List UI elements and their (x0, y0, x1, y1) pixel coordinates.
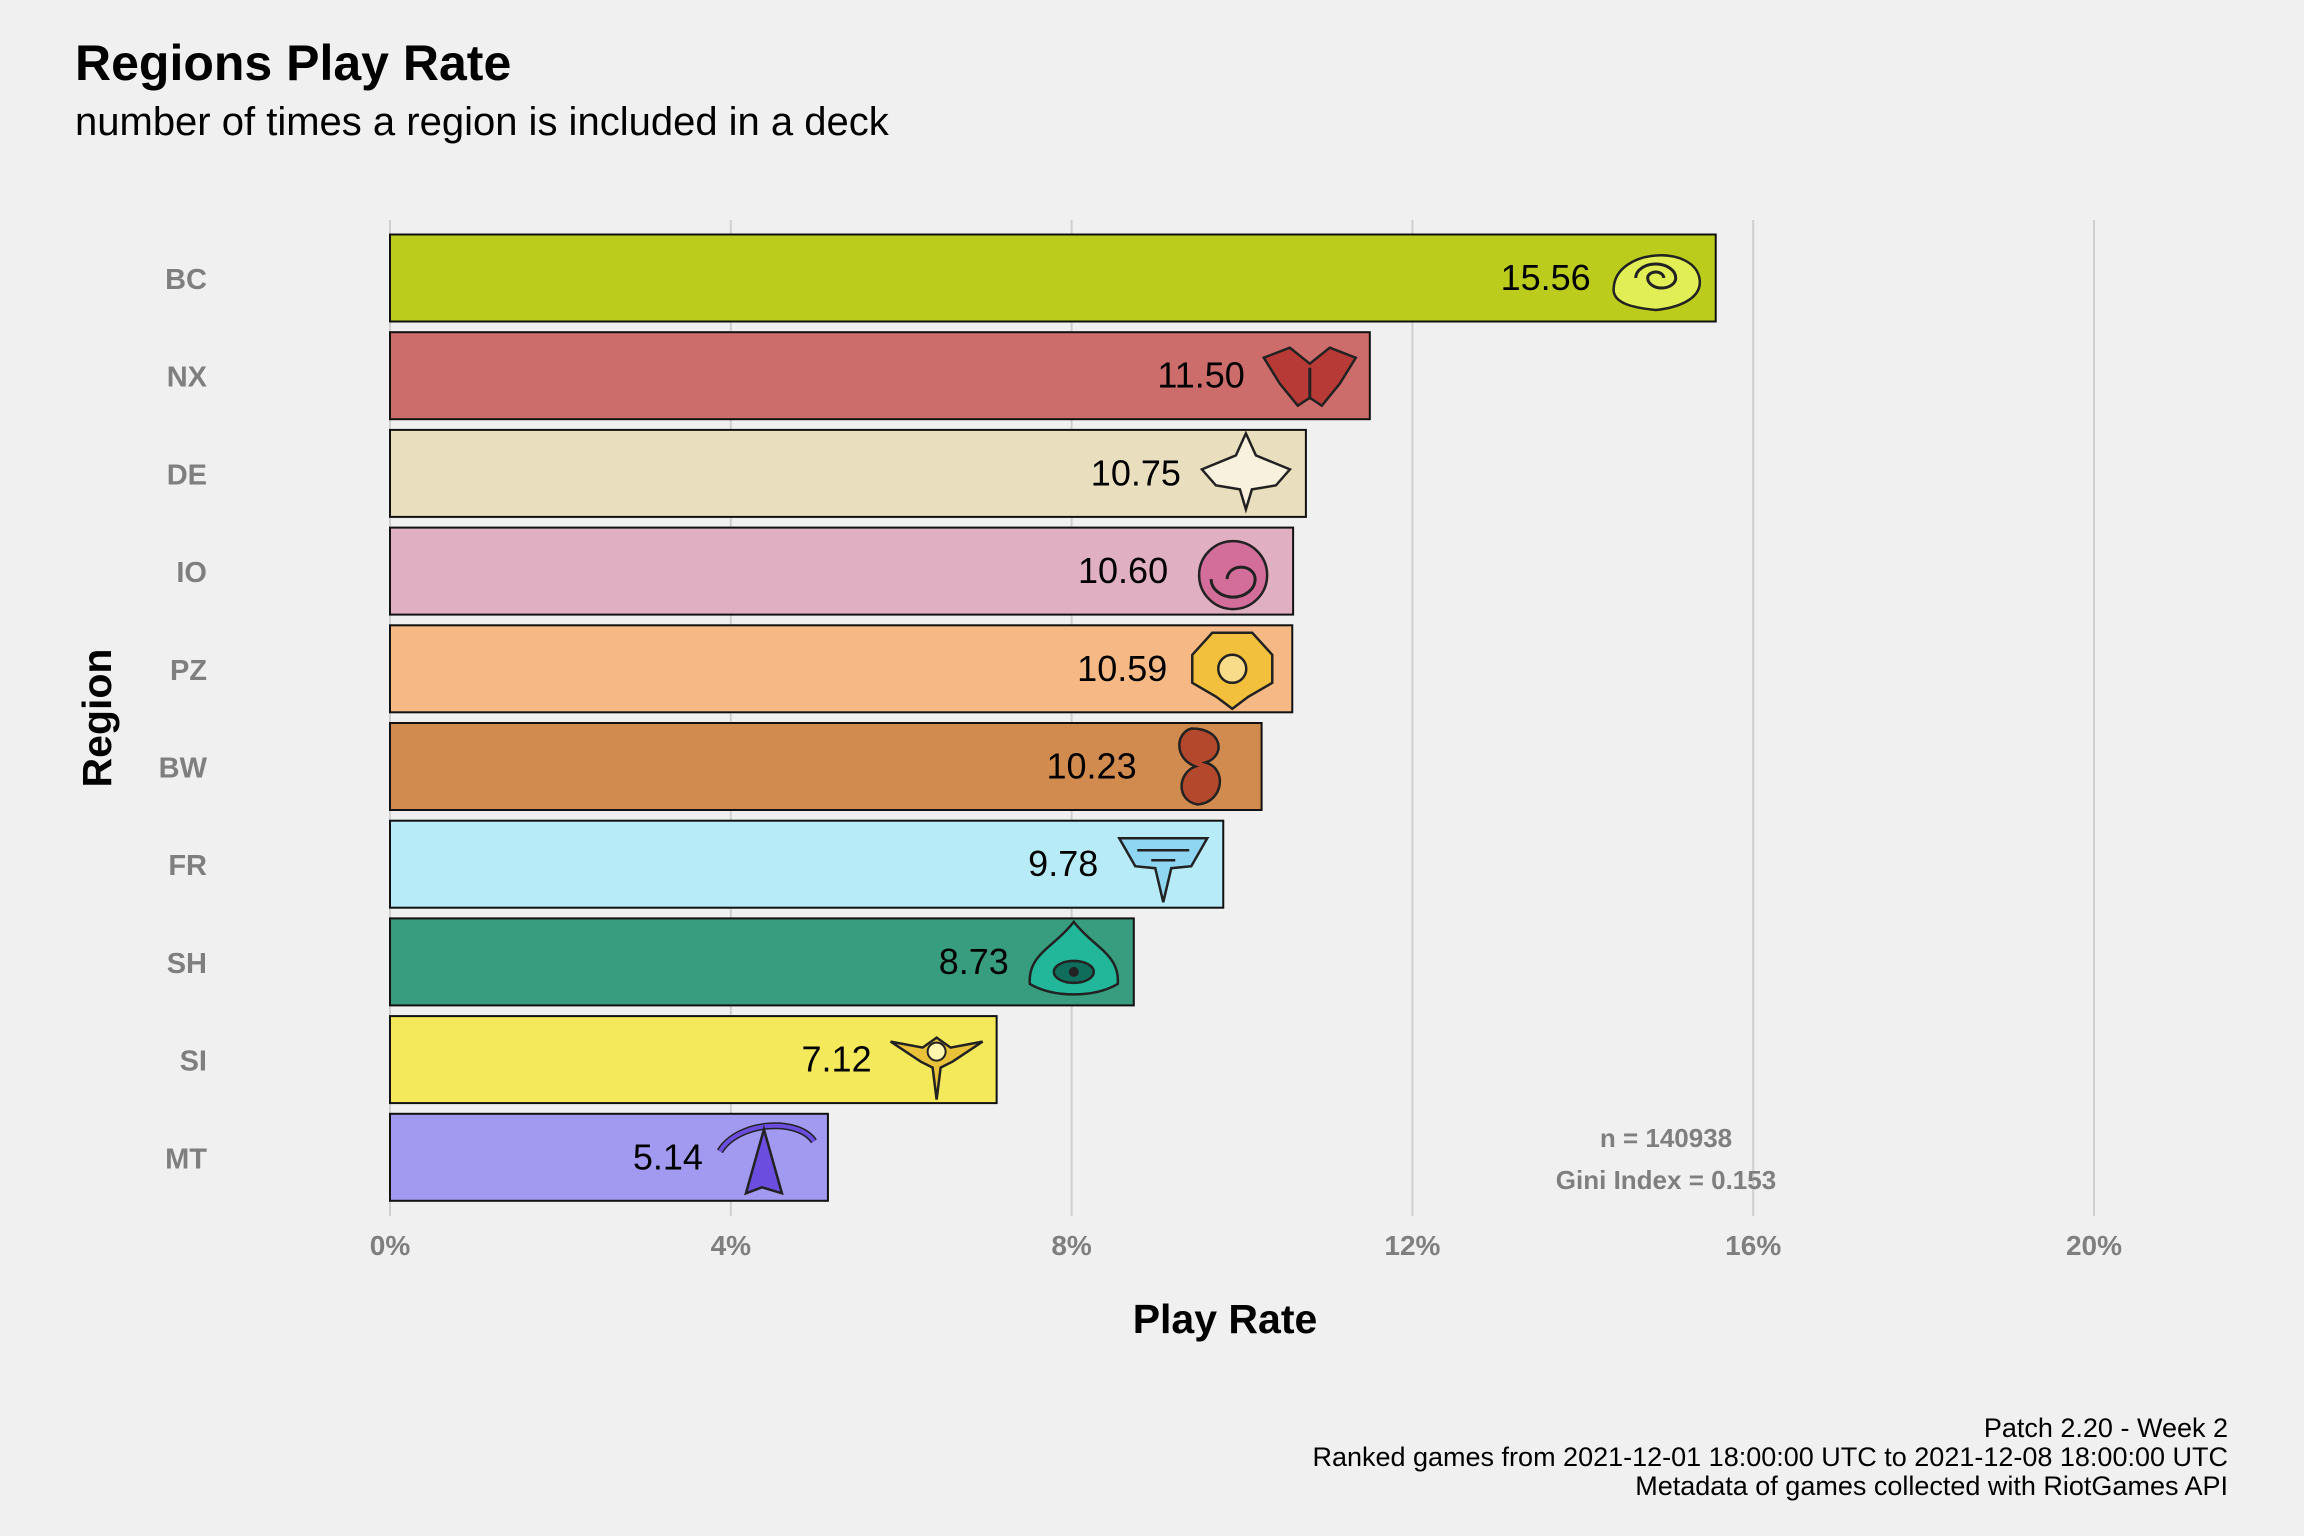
y-tick-label-bc: BC (165, 264, 207, 296)
y-tick-label-mt: MT (165, 1143, 207, 1175)
caption-line-patch: Patch 2.20 - Week 2 (1983, 1413, 2228, 1443)
caption: Patch 2.20 - Week 2 Ranked games from 20… (1312, 1414, 2228, 1501)
value-label-io: 10.60 (1078, 550, 1168, 591)
piltover-zaun-gear-icon (1191, 631, 1274, 711)
shurima-eye-icon (1028, 919, 1120, 996)
bar-io (389, 526, 1295, 616)
x-tick-label: 12% (1384, 1230, 1440, 1261)
x-tick-label: 20% (2066, 1230, 2122, 1261)
bar-sh (389, 917, 1135, 1007)
y-tick-label-io: IO (176, 557, 207, 589)
bar-de (389, 428, 1307, 518)
annotation-n: n = 140938 (1600, 1123, 1732, 1153)
value-label-si: 7.12 (802, 1039, 872, 1080)
x-tick-label: 4% (711, 1230, 752, 1261)
y-tick-labels: BC NX DE IO PZ BW FR SH SI MT (159, 264, 208, 1175)
x-axis-title: Play Rate (1133, 1296, 1318, 1342)
y-tick-label-sh: SH (167, 948, 207, 980)
bar-fr (389, 819, 1225, 909)
y-tick-label-si: SI (180, 1046, 207, 1078)
bilgewater-spiral-icon (1612, 254, 1701, 312)
bars: 15.56 11.50 10.75 10.60 10.59 10.23 9.78 8.73 7.… (389, 233, 1717, 1202)
value-label-fr: 9.78 (1028, 843, 1098, 884)
chart-title: Regions Play Rate (75, 35, 512, 91)
x-tick-label: 0% (370, 1230, 411, 1261)
y-tick-label-fr: FR (168, 850, 207, 882)
y-tick-label-de: DE (167, 459, 207, 491)
x-tick-labels: 0% 4% 8% 12% 16% 20% (370, 1230, 2122, 1261)
bar-pz (389, 624, 1294, 714)
y-axis-title: Region (74, 649, 120, 788)
noxus-helm-icon (1261, 346, 1358, 408)
shadow-isles-sun-icon (889, 1036, 984, 1100)
mount-targon-peak-icon (716, 1122, 817, 1196)
freljord-crest-icon (1117, 836, 1210, 903)
caption-line-source: Metadata of games collected with RiotGam… (1635, 1471, 2228, 1501)
bar-bw (389, 722, 1263, 811)
bandle-city-serpent-icon (1178, 727, 1222, 806)
ionia-swirl-icon (1197, 539, 1269, 611)
chart-subtitle: number of times a region is included in … (75, 100, 889, 144)
value-label-mt: 5.14 (633, 1136, 703, 1177)
demacia-wings-icon (1199, 430, 1292, 514)
bar-nx (389, 331, 1371, 421)
value-label-nx: 11.50 (1157, 355, 1244, 396)
value-label-bw: 10.23 (1047, 746, 1137, 787)
value-label-sh: 8.73 (939, 941, 1009, 982)
value-label-pz: 10.59 (1077, 648, 1167, 689)
y-tick-label-nx: NX (167, 362, 208, 394)
x-tick-label: 8% (1051, 1230, 1092, 1261)
bar-si (389, 1015, 998, 1105)
value-label-bc: 15.56 (1501, 257, 1591, 298)
y-tick-label-pz: PZ (170, 655, 207, 687)
annotation-gini: Gini Index = 0.153 (1556, 1165, 1776, 1195)
x-tick-label: 16% (1725, 1230, 1781, 1261)
value-label-de: 10.75 (1091, 452, 1181, 493)
caption-line-dates: Ranked games from 2021-12-01 18:00:00 UT… (1312, 1442, 2228, 1472)
y-tick-label-bw: BW (159, 753, 208, 785)
bar-bc (389, 233, 1717, 323)
